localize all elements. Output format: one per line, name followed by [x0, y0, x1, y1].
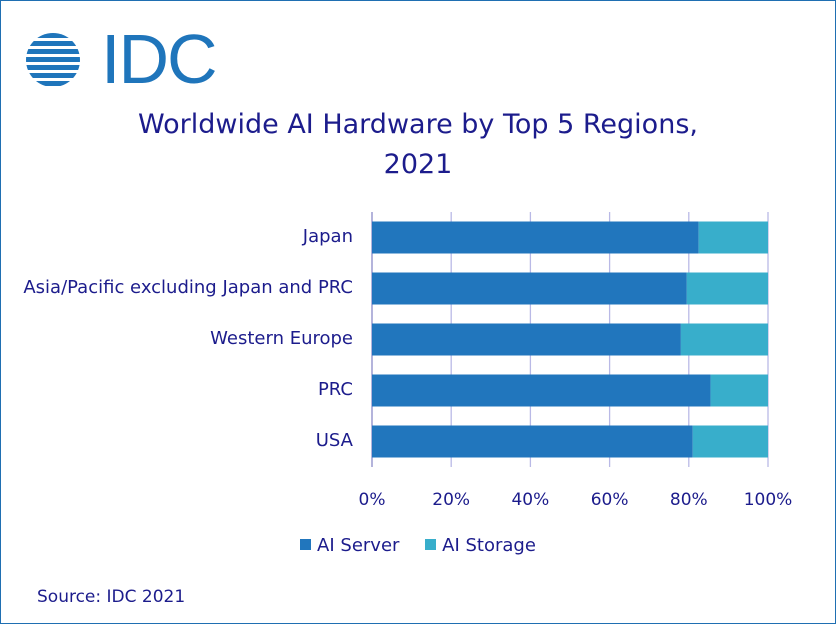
bar-segment-ai-storage — [698, 221, 768, 254]
legend-swatch-ai-server — [300, 539, 312, 550]
legend-item-ai-server: AI Server — [300, 535, 399, 556]
legend-swatch-ai-storage — [425, 539, 437, 550]
idc-logo: IDC — [23, 21, 218, 97]
chart-title-line-2: 2021 — [383, 149, 453, 180]
bar-segment-ai-server — [372, 425, 693, 458]
x-tick-label: 20% — [432, 490, 471, 510]
bar-segment-ai-server — [372, 374, 711, 407]
globe-icon — [26, 33, 80, 86]
x-tick-label: 60% — [590, 490, 629, 510]
x-tick-label: 80% — [669, 490, 708, 510]
x-tick-label: 40% — [511, 490, 550, 510]
x-tick-label: 0% — [358, 490, 386, 510]
bar-segment-ai-storage — [692, 425, 768, 458]
source-note: Source: IDC 2021 — [37, 587, 186, 607]
chart-title-line-1: Worldwide AI Hardware by Top 5 Regions, — [138, 109, 698, 140]
category-label-prc: PRC — [317, 378, 353, 400]
bar-segment-ai-storage — [686, 272, 768, 305]
category-label-western-europe: Western Europe — [210, 327, 353, 349]
bar-segment-ai-storage — [710, 374, 768, 407]
category-label-apej: Asia/Pacific excluding Japan and PRC — [23, 276, 353, 298]
logo-text: IDC — [101, 20, 218, 98]
category-label-usa: USA — [315, 429, 353, 451]
bar-segment-ai-server — [372, 323, 681, 356]
bar-segment-ai-server — [372, 272, 687, 305]
chart-title: Worldwide AI Hardware by Top 5 Regions, … — [1, 105, 835, 185]
category-label-japan: Japan — [302, 225, 353, 247]
bar-segment-ai-storage — [680, 323, 768, 356]
legend-item-ai-storage: AI Storage — [425, 535, 536, 556]
legend-label-ai-server: AI Server — [317, 535, 400, 556]
legend-label-ai-storage: AI Storage — [442, 535, 536, 556]
x-tick-label: 100% — [743, 490, 793, 510]
legend: AI Server AI Storage — [1, 535, 835, 556]
bar-segment-ai-server — [372, 221, 699, 254]
